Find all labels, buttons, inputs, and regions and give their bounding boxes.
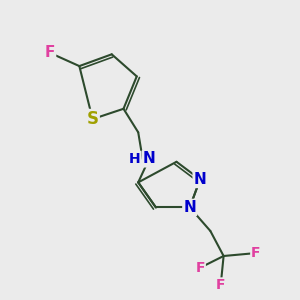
Text: N: N xyxy=(143,151,155,166)
Text: F: F xyxy=(45,45,55,60)
Text: H: H xyxy=(129,152,140,166)
Text: N: N xyxy=(183,200,196,215)
Text: F: F xyxy=(216,278,225,292)
Text: S: S xyxy=(87,110,99,128)
Text: F: F xyxy=(251,246,261,260)
Text: F: F xyxy=(195,261,205,275)
Text: N: N xyxy=(194,172,206,187)
